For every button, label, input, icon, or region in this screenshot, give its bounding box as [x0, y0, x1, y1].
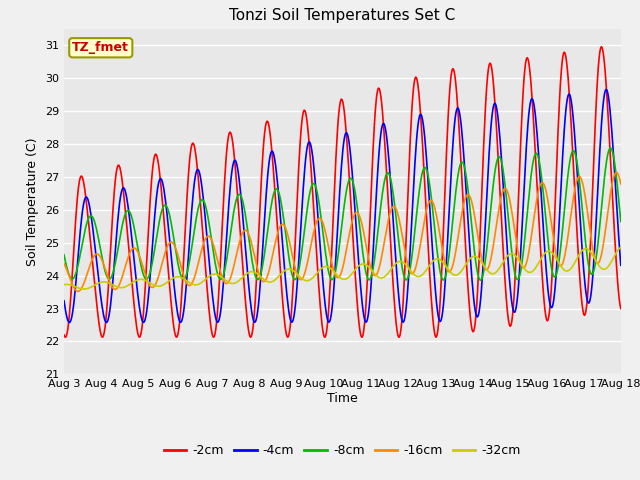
Y-axis label: Soil Temperature (C): Soil Temperature (C)	[26, 137, 39, 266]
Text: TZ_fmet: TZ_fmet	[72, 41, 129, 54]
Title: Tonzi Soil Temperatures Set C: Tonzi Soil Temperatures Set C	[229, 9, 456, 24]
X-axis label: Time: Time	[327, 392, 358, 405]
Legend: -2cm, -4cm, -8cm, -16cm, -32cm: -2cm, -4cm, -8cm, -16cm, -32cm	[159, 439, 526, 462]
